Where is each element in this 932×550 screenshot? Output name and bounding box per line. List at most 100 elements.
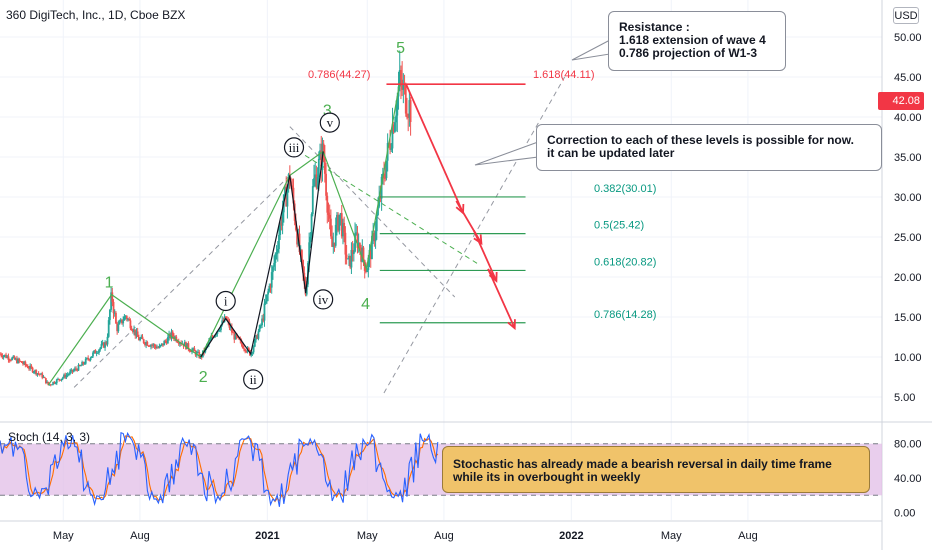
- candle-body: [175, 336, 178, 342]
- candle-body: [81, 362, 84, 366]
- candle-body: [88, 359, 91, 361]
- x-tick-label: May: [53, 530, 74, 542]
- x-tick-label: May: [661, 530, 682, 542]
- candle-body: [308, 242, 311, 263]
- candle-body: [118, 321, 121, 325]
- candle-body: [223, 316, 226, 322]
- candle-body: [371, 235, 373, 260]
- fib-level-label: 0.618(20.82): [594, 256, 656, 268]
- candle-body: [400, 70, 402, 80]
- candle-body: [392, 124, 395, 132]
- candle-body: [55, 379, 58, 384]
- stoch-indicator-label[interactable]: Stoch (14, 3, 3): [8, 430, 91, 444]
- callout-line: 0.786 projection of W1-3: [619, 46, 758, 60]
- candle-body: [208, 341, 210, 345]
- candle-body: [272, 266, 274, 273]
- candle-body: [375, 214, 378, 232]
- candle-body: [104, 342, 106, 348]
- y-tick-label: 15.00: [894, 312, 922, 324]
- candle-body: [129, 320, 132, 329]
- candle-body: [151, 345, 154, 346]
- candle-body: [154, 346, 157, 349]
- candle-body: [348, 255, 350, 259]
- candle-body: [70, 369, 73, 372]
- wave-circle: [319, 112, 340, 133]
- candle-body: [48, 384, 51, 386]
- fibonacci-levels: 0.382(30.01) 0.5(25.42) 0.618(20.82) 0.786(…: [308, 69, 656, 324]
- candle-body: [28, 367, 30, 369]
- candle-body: [389, 143, 391, 150]
- candle-body: [243, 348, 245, 350]
- wave-label: 4: [361, 296, 370, 313]
- candle-body: [158, 345, 161, 348]
- candle-body: [229, 327, 232, 328]
- callout-line: Stochastic has already made a bearish re…: [453, 457, 832, 471]
- candle-body: [153, 344, 156, 347]
- candle-body: [221, 320, 224, 325]
- candle-body: [326, 195, 329, 213]
- x-tick-label: Aug: [434, 530, 454, 542]
- candle-body: [209, 339, 212, 342]
- candle-body: [343, 222, 346, 233]
- candle-body: [361, 247, 364, 262]
- candle-body: [351, 249, 354, 255]
- candle-body: [342, 222, 344, 237]
- candle-body: [253, 339, 256, 347]
- candle-body: [144, 342, 146, 345]
- candle-body: [22, 362, 24, 364]
- candle-body: [305, 284, 308, 295]
- candle-body: [7, 356, 10, 360]
- candle-body: [354, 233, 356, 252]
- wave-label: 3: [323, 102, 332, 119]
- projection-line: [289, 126, 456, 298]
- candle-body: [46, 381, 48, 384]
- candle-body: [41, 373, 44, 378]
- candle-body: [322, 143, 325, 159]
- candle-body: [188, 349, 191, 351]
- y-tick-label: 45.00: [894, 72, 922, 84]
- candle-body: [147, 345, 150, 347]
- x-tick-label: Aug: [738, 530, 758, 542]
- resistance-callout: Resistance : 1.618 extension of wave 4 0…: [608, 11, 786, 71]
- candle-body: [108, 309, 111, 321]
- x-tick-label: Aug: [130, 530, 150, 542]
- candle-body: [278, 235, 280, 250]
- candle-body: [398, 70, 401, 87]
- candle-body: [409, 100, 412, 123]
- candle-body: [380, 176, 383, 199]
- candle-body: [30, 365, 33, 368]
- candle-body: [241, 344, 244, 349]
- wave-line-green: [47, 150, 324, 386]
- candle-body: [327, 212, 330, 215]
- candle-body: [67, 373, 70, 375]
- candle-body: [366, 270, 369, 273]
- wave-circle: [243, 369, 264, 390]
- candle-body: [358, 243, 361, 251]
- candle-body: [110, 292, 113, 310]
- candle-body: [90, 356, 93, 358]
- candle-body: [102, 342, 105, 348]
- candle-body: [80, 365, 82, 367]
- candle-body: [72, 370, 75, 372]
- candle-body: [47, 381, 50, 386]
- candle-body: [267, 291, 269, 295]
- candle-body: [14, 358, 17, 360]
- candle-body: [66, 374, 69, 376]
- currency-button[interactable]: USD: [893, 7, 919, 24]
- candle-body: [159, 344, 162, 346]
- y-tick-label: 20.00: [894, 272, 922, 284]
- candle-body: [189, 350, 192, 353]
- candle-body: [224, 316, 227, 320]
- candle-body: [263, 303, 266, 321]
- candle-body: [352, 251, 355, 255]
- candle-body: [92, 352, 94, 357]
- candle-body: [1, 355, 4, 358]
- stochastic-lines: [0, 431, 439, 507]
- candle-body: [17, 358, 20, 364]
- axes: 5.0010.0015.0020.0025.0030.0035.0040.004…: [53, 32, 922, 542]
- candle-body: [140, 336, 143, 339]
- wave-lines: [47, 82, 401, 386]
- y-tick-label: 50.00: [894, 32, 922, 44]
- red-correction-path: [405, 84, 516, 331]
- candle-body: [349, 255, 352, 268]
